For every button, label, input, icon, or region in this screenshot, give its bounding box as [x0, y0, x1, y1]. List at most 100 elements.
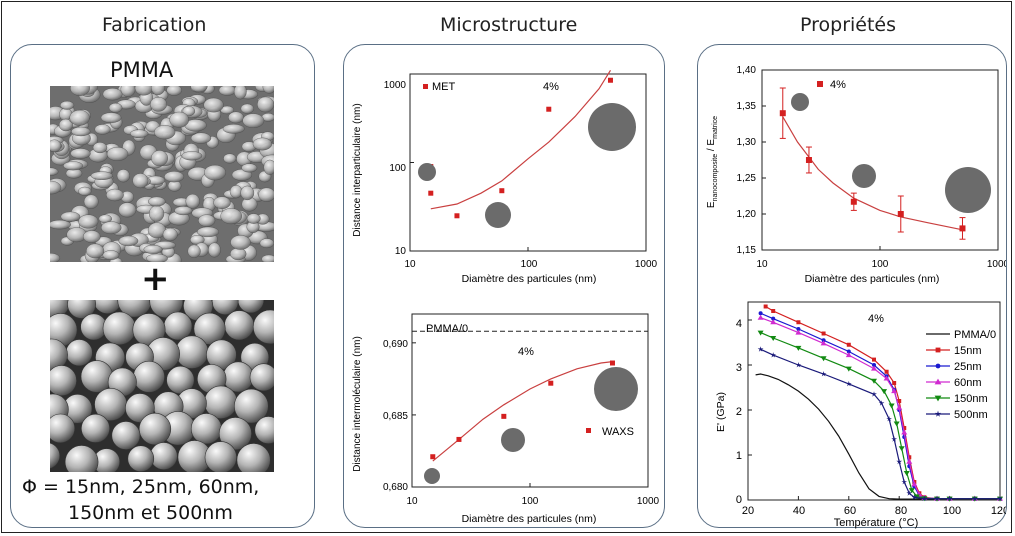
particle-60nm-illustration: [501, 428, 525, 452]
met-legend-marker: [423, 84, 428, 89]
dma-point: [795, 362, 802, 368]
pmma-granule: [230, 235, 251, 250]
pmma-granule: [92, 142, 108, 154]
dma-point: [820, 371, 827, 377]
pmma-granule: [246, 213, 261, 224]
pmma-granule: [241, 163, 258, 173]
dma-chart: Température (°C) E' (GPa) 4% 0 1 2 3 4 2…: [715, 301, 1006, 529]
waxs-xtick-3: 1000: [637, 496, 660, 507]
dma-legend-marker: [934, 410, 942, 417]
nanoparticle-sphere: [254, 416, 274, 444]
dma-point: [796, 320, 801, 325]
dma-point: [872, 357, 876, 362]
waxs-legend-marker: [586, 428, 591, 433]
pmma-granule: [102, 87, 123, 101]
pmma-granule: [203, 97, 224, 113]
nanoparticle-sphere: [224, 310, 255, 341]
modulus-data-point: [959, 225, 966, 232]
particle-500nm-illustration: [588, 103, 636, 151]
dma-point: [897, 399, 902, 403]
dma-curve-500nm: [760, 348, 1000, 500]
pmma-granule: [229, 247, 247, 261]
dma-xtick-2: 40: [793, 505, 805, 517]
pmma-granule: [50, 219, 71, 230]
nanoparticle-sphere: [175, 335, 209, 369]
dma-point: [884, 369, 889, 374]
dma-point: [971, 495, 978, 502]
modulus-xtick-1: 10: [756, 259, 768, 270]
dma-point: [893, 421, 900, 427]
met-ytick-2: 100: [389, 163, 406, 174]
met-ytick-1: 10: [395, 246, 407, 257]
dma-point: [770, 336, 777, 341]
pmma-granule: [60, 100, 75, 110]
pmma-granule: [220, 208, 242, 225]
met-xlabel: Diamètre des particules (nm): [462, 273, 597, 285]
dma-point: [821, 338, 826, 343]
plus-sign: +: [141, 259, 170, 299]
dma-point: [903, 471, 910, 476]
dma-point: [795, 329, 802, 335]
dma-point: [871, 391, 877, 397]
pmma-granule: [85, 243, 105, 259]
waxs-reference-label: PMMA/0: [426, 323, 468, 335]
pmma-granule: [70, 86, 90, 96]
nanoparticle-sphere: [149, 442, 178, 471]
dma-point: [821, 331, 826, 336]
particle-60nm-illustration: [485, 202, 511, 228]
dma-point: [770, 319, 777, 325]
pmma-granule: [70, 148, 91, 159]
nanoparticle-sphere: [80, 360, 114, 393]
pmma-granule: [78, 186, 92, 196]
dma-point: [846, 349, 851, 354]
nanoparticle-sphere: [80, 413, 110, 443]
nanoparticle-sphere: [65, 339, 93, 367]
met-xtick-3: 1000: [635, 259, 658, 270]
met-data-point: [499, 188, 505, 194]
pmma-granule: [69, 109, 90, 126]
dma-ytick-3: 2: [736, 406, 742, 418]
pmma-granule: [257, 96, 274, 113]
pmma-granule: [143, 244, 163, 254]
nanoparticle-sphere: [64, 445, 99, 472]
dma-point: [872, 363, 876, 367]
dma-point: [757, 346, 764, 352]
pmma-granule: [213, 196, 231, 209]
pmma-granule: [223, 153, 237, 164]
pmma-granule: [132, 173, 149, 189]
pmma-granule: [63, 161, 84, 171]
met-legend-label: MET: [432, 81, 456, 93]
nanoparticle-sphere: [190, 413, 222, 445]
dma-point: [820, 356, 827, 362]
pmma-granule: [262, 86, 274, 94]
pmma-granule: [106, 147, 129, 162]
nanoparticle-sphere: [50, 365, 77, 396]
pmma-granule: [60, 211, 81, 222]
pmma-granule: [58, 118, 73, 132]
nanoparticle-sphere: [133, 360, 165, 393]
dma-point: [888, 403, 895, 409]
pmma-granule: [198, 214, 216, 227]
pmma-granule: [240, 103, 255, 114]
pmma-granule: [146, 253, 168, 262]
pmma-granule: [259, 238, 274, 249]
waxs-ytick-1: 0,680: [383, 482, 408, 493]
dma-ytick-4: 3: [736, 362, 742, 374]
nanoparticle-sphere: [50, 442, 61, 469]
met-plot-frame: [409, 73, 647, 252]
pmma-granule: [102, 250, 120, 261]
dma-xtick-5: 100: [943, 505, 961, 517]
waxs-data-point: [501, 413, 507, 419]
nanoparticle-sphere: [50, 413, 76, 444]
pmma-granule: [82, 230, 101, 243]
pmma-granule: [149, 96, 167, 112]
pmma-granule: [164, 171, 185, 183]
nanoparticle-sphere: [102, 311, 137, 346]
dma-legend-marker: [935, 363, 941, 369]
pmma-granule: [169, 111, 189, 128]
nanoparticle-sphere: [204, 441, 237, 472]
dma-legend-15nm: 15nm: [954, 345, 982, 357]
particle-15nm-illustration: [424, 468, 440, 484]
dma-ytick-1: 0: [736, 494, 742, 506]
